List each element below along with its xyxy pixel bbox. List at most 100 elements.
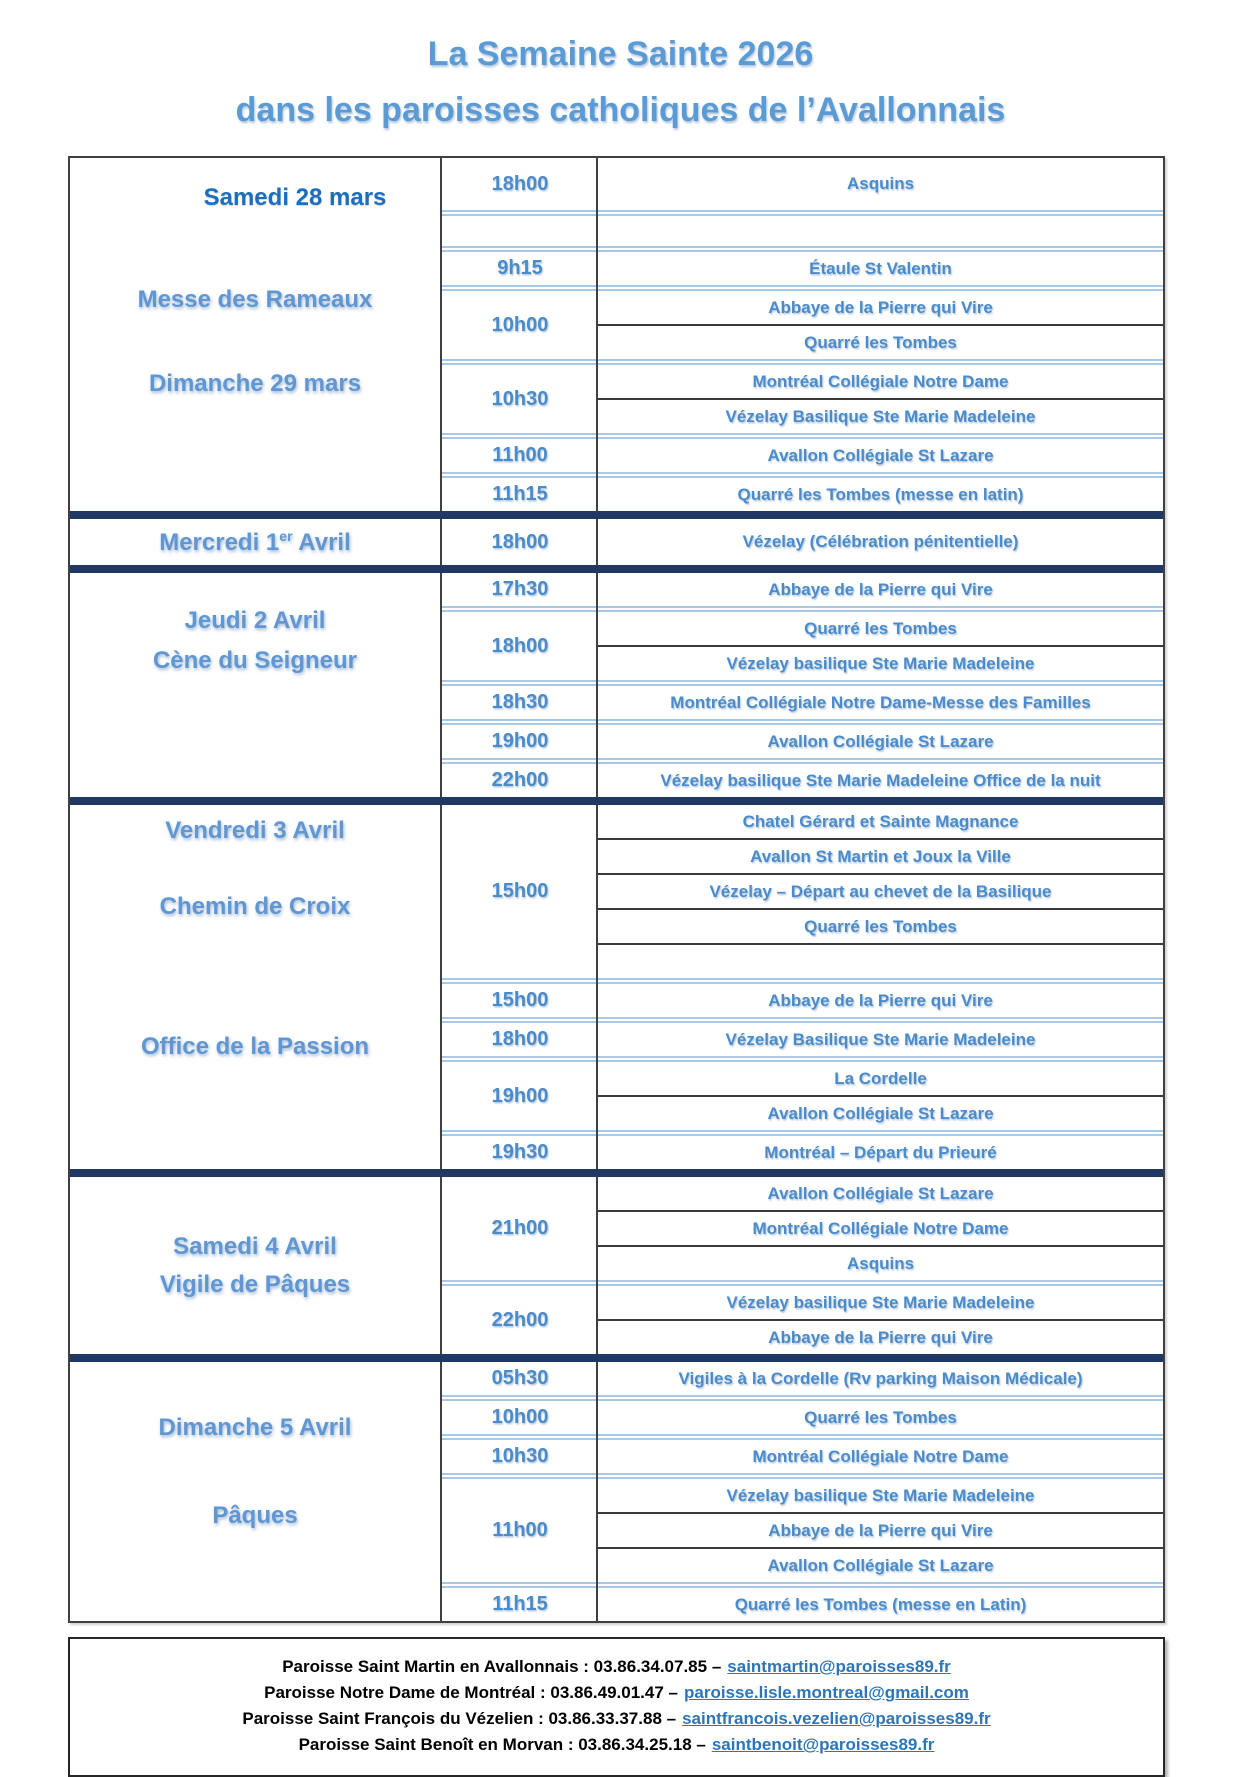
time-cell: 18h00 bbox=[491, 1028, 549, 1050]
label-text: Vigile de Pâques bbox=[159, 1270, 351, 1298]
label-text: Dimanche 5 Avril bbox=[158, 1414, 352, 1441]
time-cell: 21h00 bbox=[491, 1217, 549, 1239]
day-or-event-label: Jeudi 2 Avril bbox=[185, 607, 326, 635]
schedule-rows: 21h00 Avallon Collégiale St Lazare Montréa… bbox=[442, 1177, 1163, 1354]
label-text-tail: Avril bbox=[292, 528, 351, 556]
label-text: Samedi 4 Avril bbox=[173, 1232, 337, 1260]
time-group-divider bbox=[442, 1130, 1163, 1136]
parish-email-link[interactable]: saintbenoit@paroisses89.fr bbox=[711, 1735, 935, 1754]
parish-email-link[interactable]: paroisse.lisle.montreal@gmail.com bbox=[683, 1683, 969, 1702]
time-group-divider bbox=[442, 1017, 1163, 1023]
location-column: Quarré les Tombes (messe en latin) bbox=[598, 478, 1163, 511]
time-group: 22h00 Vézelay basilique Ste Marie Madelei… bbox=[442, 764, 1163, 797]
day-or-event-label: Messe des Rameaux bbox=[138, 286, 373, 314]
parish-contact-text: Paroisse Saint Benoît en Morvan : 03.86.… bbox=[298, 1735, 706, 1754]
time-group-divider bbox=[442, 1395, 1163, 1401]
schedule-rows: 18h00 Vézelay (Célébration pénitentielle) bbox=[442, 519, 1163, 565]
location-cell: Quarré les Tombes bbox=[598, 324, 1163, 359]
time-cell: 22h00 bbox=[491, 1308, 549, 1331]
schedule-rows: 18h00 Asquins 9h15 Étaule St Valentin 10h00 A… bbox=[442, 158, 1163, 511]
location-cell: Quarré les Tombes bbox=[804, 1407, 957, 1427]
time-cell: 11h15 bbox=[492, 483, 548, 505]
schedule-section: Samedi 4 Avril Vigile de Pâques 21h00 Avall… bbox=[70, 1177, 1163, 1354]
parish-contact-text: Paroisse Saint Martin en Avallonnais : 0… bbox=[282, 1657, 722, 1676]
label-text: Chemin de Croix bbox=[159, 893, 351, 920]
time-group: 15h00 Chatel Gérard et Sainte Magnance Ava… bbox=[442, 805, 1163, 978]
parish-email-link[interactable]: saintmartin@paroisses89.fr bbox=[727, 1657, 951, 1676]
time-group: 18h00 Quarré les Tombes Vézelay basilique … bbox=[442, 612, 1163, 680]
day-column: Samedi 28 mars Messe des Rameaux Dimanche … bbox=[70, 158, 442, 511]
label-text: Cène du Seigneur bbox=[152, 647, 358, 674]
time-cell: 11h15 bbox=[492, 1593, 548, 1615]
location-column: Montréal – Départ du Prieuré bbox=[598, 1136, 1163, 1169]
parish-contacts-box: Paroisse Saint Martin en Avallonnais : 0… bbox=[68, 1637, 1165, 1777]
page-title: La Semaine Sainte 2026 dans les paroisse… bbox=[0, 26, 1241, 138]
location-column: Avallon Collégiale St Lazare bbox=[598, 439, 1163, 472]
time-group-divider bbox=[442, 359, 1163, 365]
location-column: Chatel Gérard et Sainte Magnance Avallon … bbox=[598, 805, 1163, 978]
day-column: Dimanche 5 Avril Pâques bbox=[70, 1362, 442, 1621]
time-cell: 15h00 bbox=[491, 880, 549, 902]
location-cell: Vézelay Basilique Ste Marie Madeleine bbox=[598, 398, 1163, 433]
location-cell: Avallon Collégiale St Lazare bbox=[767, 731, 994, 751]
time-cell: 11h00 bbox=[492, 444, 548, 466]
time-group: 10h00 Abbaye de la Pierre qui Vire Quarré … bbox=[442, 291, 1163, 359]
time-group: 11h00 Vézelay basilique Ste Marie Madelei… bbox=[442, 1479, 1163, 1582]
day-or-event-label: Vigile de Pâques bbox=[160, 1271, 350, 1299]
time-group-divider bbox=[442, 719, 1163, 725]
location-cell: Vézelay – Départ au chevet de la Basiliq… bbox=[598, 873, 1163, 908]
parish-contact-line: Paroisse Notre Dame de Montréal : 03.86.… bbox=[70, 1680, 1163, 1706]
time-cell: 9h15 bbox=[497, 257, 543, 279]
time-group: 10h30 Montréal Collégiale Notre Dame bbox=[442, 1440, 1163, 1473]
location-cell bbox=[598, 216, 1163, 246]
day-column: Mercredi 1er Avril bbox=[70, 519, 442, 565]
time-cell: 10h30 bbox=[491, 387, 549, 410]
schedule-rows: 15h00 Chatel Gérard et Sainte Magnance Ava… bbox=[442, 805, 1163, 1169]
location-cell: La Cordelle bbox=[834, 1068, 927, 1088]
day-column: Samedi 4 Avril Vigile de Pâques bbox=[70, 1177, 442, 1354]
time-group: 19h30 Montréal – Départ du Prieuré bbox=[442, 1136, 1163, 1169]
time-group: 19h00 Avallon Collégiale St Lazare bbox=[442, 725, 1163, 758]
location-column: Étaule St Valentin bbox=[598, 252, 1163, 285]
location-cell: Vézelay basilique Ste Marie Madeleine bbox=[598, 645, 1163, 680]
location-cell: Avallon Collégiale St Lazare bbox=[767, 1183, 994, 1203]
location-cell: Montréal Collégiale Notre Dame bbox=[752, 1446, 1009, 1466]
time-group: 05h30 Vigiles à la Cordelle (Rv parking M… bbox=[442, 1362, 1163, 1395]
location-cell: Avallon Collégiale St Lazare bbox=[598, 1547, 1163, 1582]
location-column: Abbaye de la Pierre qui Vire bbox=[598, 984, 1163, 1017]
location-cell: Montréal Collégiale Notre Dame-Messe des… bbox=[670, 692, 1091, 712]
location-column: Vézelay Basilique Ste Marie Madeleine bbox=[598, 1023, 1163, 1056]
time-group-divider bbox=[442, 285, 1163, 291]
time-group-divider bbox=[442, 1473, 1163, 1479]
time-cell: 18h30 bbox=[491, 691, 549, 713]
location-column: La Cordelle Avallon Collégiale St Lazare bbox=[598, 1062, 1163, 1130]
location-column: Vézelay basilique Ste Marie Madeleine Of… bbox=[598, 764, 1163, 797]
parish-contact-line: Paroisse Saint François du Vézelien : 03… bbox=[70, 1706, 1163, 1732]
time-group-divider bbox=[442, 1582, 1163, 1588]
time-group-divider bbox=[442, 606, 1163, 612]
day-or-event-label: Mercredi 1er Avril bbox=[159, 528, 351, 557]
location-column: Asquins bbox=[598, 158, 1163, 210]
time-group: 10h00 Quarré les Tombes bbox=[442, 1401, 1163, 1434]
location-cell: Abbaye de la Pierre qui Vire bbox=[598, 1319, 1163, 1354]
label-text: Office de la Passion bbox=[140, 1033, 370, 1060]
time-cell: 10h00 bbox=[491, 313, 549, 336]
location-cell: Avallon Collégiale St Lazare bbox=[767, 445, 994, 465]
schedule-section: Mercredi 1er Avril 18h00 Vézelay (Célébrat… bbox=[70, 519, 1163, 565]
location-column: Quarré les Tombes (messe en Latin) bbox=[598, 1588, 1163, 1621]
time-group bbox=[442, 216, 1163, 246]
page-title-line-1: La Semaine Sainte 2026 bbox=[427, 35, 814, 73]
label-text: Jeudi 2 Avril bbox=[184, 607, 326, 634]
time-group-divider bbox=[442, 246, 1163, 252]
parish-email-link[interactable]: saintfrancois.vezelien@paroisses89.fr bbox=[682, 1709, 991, 1728]
location-cell: Vézelay (Célébration pénitentielle) bbox=[742, 532, 1019, 551]
schedule-section: Samedi 28 mars Messe des Rameaux Dimanche … bbox=[70, 158, 1163, 511]
location-cell: Quarré les Tombes bbox=[598, 908, 1163, 943]
time-group: 11h15 Quarré les Tombes (messe en latin) bbox=[442, 478, 1163, 511]
location-cell: Abbaye de la Pierre qui Vire bbox=[768, 297, 993, 317]
time-cell: 18h00 bbox=[491, 634, 549, 657]
day-or-event-label: Vendredi 3 Avril bbox=[165, 817, 345, 845]
time-group-divider bbox=[442, 1056, 1163, 1062]
location-cell: Asquins bbox=[846, 174, 915, 193]
